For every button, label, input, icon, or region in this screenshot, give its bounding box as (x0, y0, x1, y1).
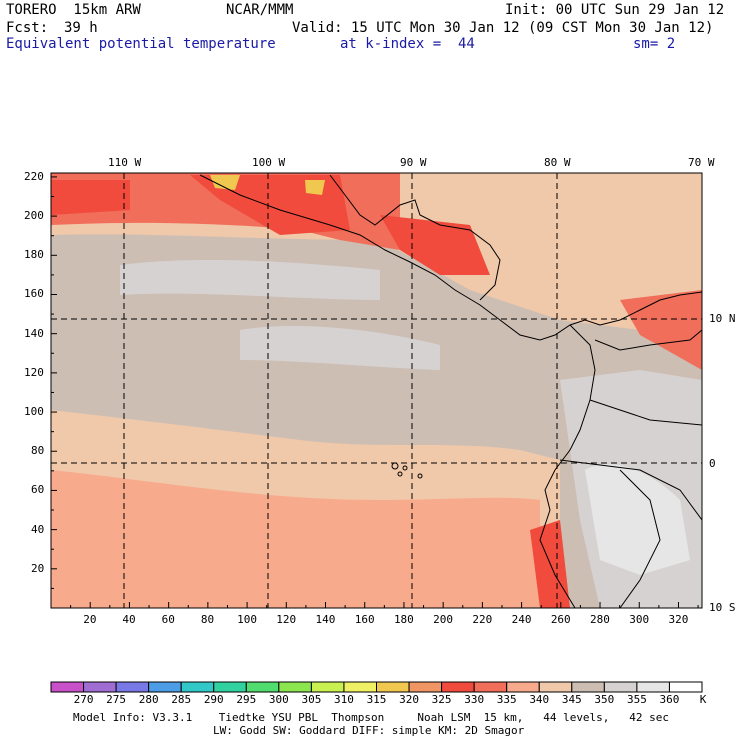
colorbar-swatch (343, 681, 378, 693)
y-tick-label: 80 (31, 444, 45, 458)
colorbar-label: 310 (334, 693, 354, 706)
colorbar-label: 305 (301, 693, 322, 706)
x-tick-label: 80 (200, 613, 215, 626)
colorbar-label: 275 (106, 693, 127, 706)
colorbar-swatch (441, 681, 475, 693)
coastlines (199, 174, 702, 608)
x-tick-label: 220 (472, 613, 493, 626)
y-tick-label: 60 (31, 483, 45, 497)
x-tick-label: 260 (550, 613, 571, 626)
colorbar-swatch (148, 681, 182, 693)
x-tick-label: 300 (629, 613, 650, 626)
plot-frame (50, 172, 703, 609)
y-tick-label: 20 (31, 561, 45, 575)
y-tick-label: 160 (24, 287, 44, 301)
field-band-345 (51, 234, 702, 608)
colorbar-swatch (506, 681, 540, 693)
x-tick-label: 320 (668, 613, 689, 626)
colorbar-swatch (538, 681, 573, 693)
axis-ticks (50, 176, 699, 609)
y-tick-label: 100 (24, 405, 44, 419)
smoothing-label: sm= 2 (633, 36, 676, 52)
field-band-350-b (240, 325, 440, 370)
x-tick-label: 60 (161, 613, 175, 626)
level-label: at k-index = 44 (340, 36, 475, 52)
y-tick-label: 220 (24, 169, 44, 183)
colorbar-label: 280 (138, 693, 159, 706)
x-tick-label: 200 (433, 613, 454, 626)
y-tick-label: 120 (24, 365, 44, 379)
field-band-350-a (120, 260, 380, 300)
valid-time: Valid: 15 UTC Mon 30 Jan 12 (09 CST Mon … (292, 20, 714, 36)
colorbar-label: 350 (594, 693, 615, 706)
x-tick-label: 100 (237, 613, 257, 626)
lon-label-100w: 100 W (252, 156, 286, 169)
colorbar-label: 320 (399, 693, 419, 706)
colorbar-label: 290 (203, 693, 224, 706)
colorbar-label: 285 (171, 693, 192, 706)
colorbar-label: 355 (626, 693, 647, 706)
colorbar-swatch (376, 681, 410, 693)
lon-label-80w: 80 W (544, 156, 571, 169)
y-tick-label: 180 (24, 248, 44, 262)
colorbar-label: 300 (268, 693, 289, 706)
y-tick-label: 40 (31, 522, 45, 536)
graticule (51, 173, 702, 608)
colorbar-label: 330 (464, 693, 485, 706)
colorbar-label: 295 (236, 693, 257, 706)
colorbar-label: 335 (496, 693, 517, 706)
init-time: Init: 00 UTC Sun 29 Jan 12 (505, 2, 725, 18)
colorbar-swatch (50, 681, 85, 693)
lon-label-110w: 110 W (108, 156, 142, 169)
colorbar-swatch (83, 681, 117, 693)
lon-label-70w: 70 W (688, 156, 715, 169)
colorbar-swatch (473, 681, 508, 693)
model-name: TORERO 15km ARW (6, 2, 141, 18)
colorbar-swatch (278, 681, 312, 693)
colorbar-swatch (245, 681, 280, 693)
field-band-355 (585, 464, 690, 575)
model-info: Model Info: V3.3.1 Tiedtke YSU PBL Thomp… (73, 711, 670, 724)
lat-label-10s: 10 S (709, 601, 736, 614)
x-tick-label: 180 (393, 613, 414, 626)
y-tick-label: 200 (24, 209, 44, 223)
colorbar-swatch (310, 681, 345, 693)
lat-label-0: 0 (709, 457, 716, 470)
colorbar-swatch (115, 681, 150, 693)
lat-label-10n: 10 N (709, 312, 736, 325)
x-tick-label: 40 (122, 613, 136, 626)
colorbar-swatch (213, 681, 247, 693)
physics-info: LW: Godd SW: Goddard DIFF: simple KM: 2D… (213, 724, 525, 737)
colorbar-swatch (180, 681, 215, 693)
forecast-label: Fcst: (6, 20, 49, 36)
field-band-330-north (51, 175, 490, 275)
colorbar-label: 360 (659, 693, 680, 706)
lon-label-90w: 90 W (400, 156, 427, 169)
x-tick-label: 280 (590, 613, 610, 626)
x-tick-label: 160 (354, 613, 375, 626)
x-tick-label: 120 (276, 613, 297, 626)
colorbar-swatch (408, 681, 443, 693)
x-tick-label: 20 (83, 613, 97, 626)
colorbar-unit: K (699, 693, 707, 706)
forecast-hour: 39 h (64, 20, 98, 36)
colorbar-swatch (571, 681, 605, 693)
y-tick-label: 140 (24, 326, 44, 340)
organization: NCAR/MMM (226, 2, 294, 18)
colorbar-swatch (668, 681, 703, 693)
colorbar-label: 340 (529, 693, 550, 706)
field-title: Equivalent potential temperature (6, 36, 276, 52)
colorbar-label: 345 (561, 693, 582, 706)
colorbar-label: 325 (431, 693, 452, 706)
colorbar-label: 315 (366, 693, 387, 706)
colorbar-swatch (603, 681, 638, 693)
field-band-315 (210, 175, 325, 195)
colorbar-swatch (636, 681, 670, 693)
x-tick-label: 140 (315, 613, 336, 626)
x-tick-label: 240 (511, 613, 532, 626)
field-band-340 (51, 470, 540, 608)
colorbar-label: 270 (73, 693, 94, 706)
colorbar (50, 681, 703, 693)
